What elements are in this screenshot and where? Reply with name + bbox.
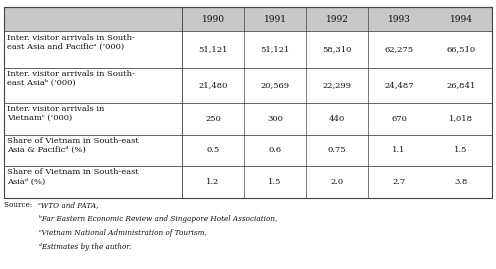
Text: 1994: 1994 xyxy=(449,15,473,24)
Text: ᵃWTO and PATA,: ᵃWTO and PATA, xyxy=(38,201,98,209)
Text: 1.5: 1.5 xyxy=(268,178,282,186)
Text: 3.8: 3.8 xyxy=(454,178,468,186)
Text: Share of Vietnam in South-east
Asia & Pacificᵈ (%): Share of Vietnam in South-east Asia & Pa… xyxy=(7,137,139,154)
Text: ᶜVietnam National Administration of Tourism,: ᶜVietnam National Administration of Tour… xyxy=(39,229,206,237)
Text: 1,018: 1,018 xyxy=(449,115,473,123)
Text: Share of Vietnam in South-east
Asiaᵈ (%): Share of Vietnam in South-east Asiaᵈ (%) xyxy=(7,168,139,186)
Text: 22,299: 22,299 xyxy=(322,81,352,89)
Bar xyxy=(4,7,492,198)
Bar xyxy=(4,166,492,198)
Bar xyxy=(4,103,492,134)
Text: 21,480: 21,480 xyxy=(198,81,228,89)
Text: 1990: 1990 xyxy=(201,15,225,24)
Text: 440: 440 xyxy=(329,115,345,123)
Text: 26,841: 26,841 xyxy=(446,81,476,89)
Text: 1.1: 1.1 xyxy=(392,146,406,154)
Text: 1993: 1993 xyxy=(387,15,411,24)
Text: 24,487: 24,487 xyxy=(384,81,414,89)
Bar xyxy=(4,31,492,68)
Text: 2.7: 2.7 xyxy=(392,178,406,186)
Bar xyxy=(4,134,492,166)
Text: 0.75: 0.75 xyxy=(328,146,346,154)
Text: 51,121: 51,121 xyxy=(198,46,228,54)
Text: 1991: 1991 xyxy=(263,15,287,24)
Text: 670: 670 xyxy=(391,115,407,123)
Text: 1.2: 1.2 xyxy=(206,178,220,186)
Text: Inter. visitor arrivals in
Vietnamᶜ (’000): Inter. visitor arrivals in Vietnamᶜ (’00… xyxy=(7,105,104,122)
Text: 1992: 1992 xyxy=(326,15,349,24)
Text: 2.0: 2.0 xyxy=(330,178,344,186)
Text: ᵈEstimates by the author.: ᵈEstimates by the author. xyxy=(39,243,131,251)
Text: ᵇFar Eastern Economic Review and Singapore Hotel Association,: ᵇFar Eastern Economic Review and Singapo… xyxy=(39,215,277,223)
Text: 250: 250 xyxy=(205,115,221,123)
Text: 58,310: 58,310 xyxy=(322,46,352,54)
Text: 62,275: 62,275 xyxy=(384,46,414,54)
Text: Source:: Source: xyxy=(4,201,34,209)
Text: 20,569: 20,569 xyxy=(260,81,290,89)
Text: Inter. visitor arrivals in South-
east Asia and Pacificᵃ (’000): Inter. visitor arrivals in South- east A… xyxy=(7,34,135,51)
Text: 51,121: 51,121 xyxy=(260,46,290,54)
Text: 0.6: 0.6 xyxy=(268,146,282,154)
Text: Inter. visitor arrivals in South-
east Asiaᵇ (’000): Inter. visitor arrivals in South- east A… xyxy=(7,70,135,87)
Text: 66,510: 66,510 xyxy=(446,46,476,54)
Bar xyxy=(4,68,492,103)
Bar xyxy=(4,7,492,31)
Text: 0.5: 0.5 xyxy=(206,146,220,154)
Text: 300: 300 xyxy=(267,115,283,123)
Text: 1.5: 1.5 xyxy=(454,146,468,154)
